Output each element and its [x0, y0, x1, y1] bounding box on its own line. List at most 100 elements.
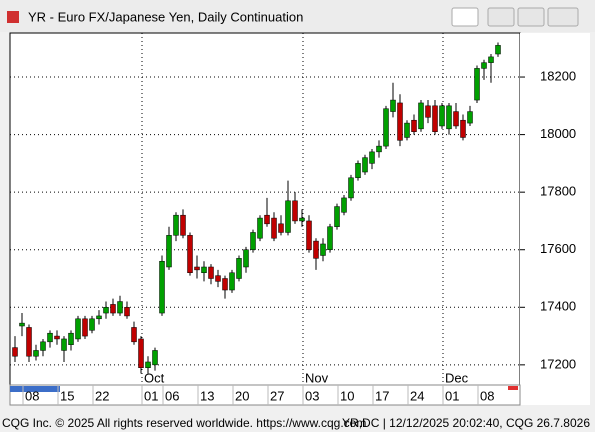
candle-body — [61, 338, 67, 351]
candle-body — [474, 68, 480, 101]
x-tick-label: 17 — [375, 388, 389, 403]
month-label: Dec — [445, 370, 469, 385]
candle-body — [404, 122, 410, 138]
minimize-button[interactable] — [487, 7, 515, 27]
x-tick-label: 08 — [480, 388, 494, 403]
candle-body — [397, 102, 403, 141]
candle-body — [229, 272, 235, 291]
candle-body — [110, 304, 116, 314]
candle-body — [453, 111, 459, 127]
candle-body — [236, 258, 242, 279]
candle-body — [40, 341, 46, 351]
x-tick-label: 27 — [270, 388, 284, 403]
candle-body — [334, 206, 340, 227]
candle-body — [481, 62, 487, 69]
candle-body — [215, 275, 221, 282]
candle-body — [96, 315, 102, 320]
candle-body — [313, 240, 319, 259]
month-label: Oct — [144, 370, 165, 385]
maximize-button[interactable] — [517, 7, 545, 27]
candle-body — [26, 327, 32, 357]
candle-body — [369, 151, 375, 164]
candle-body — [47, 332, 53, 343]
candle-body — [82, 318, 88, 337]
y-tick-label: 18000 — [540, 126, 576, 141]
candle-body — [320, 243, 326, 256]
x-tick-label: 15 — [60, 388, 74, 403]
candle-body — [180, 214, 186, 236]
candle-body — [208, 266, 214, 279]
scroll-thumb[interactable] — [10, 386, 60, 392]
candle-body — [152, 350, 158, 366]
candle-body — [75, 318, 81, 340]
x-tick-label: 22 — [95, 388, 109, 403]
candle-body — [460, 119, 466, 138]
candle-body — [376, 145, 382, 153]
plot-area — [9, 32, 521, 386]
candle-body — [439, 105, 445, 127]
candle-body — [348, 177, 354, 199]
candle-body — [68, 332, 74, 345]
footer-right: YR,DC | 12/12/2025 20:02:40, CQG 26.7.80… — [342, 416, 590, 430]
link-button[interactable] — [451, 7, 479, 27]
candle-body — [250, 232, 256, 250]
candle-body — [166, 235, 172, 268]
candle-body — [425, 105, 431, 118]
candle-body — [173, 214, 179, 236]
candle-body — [271, 217, 277, 239]
candle-body — [117, 301, 123, 314]
candle-body — [362, 157, 368, 173]
chart-title: YR - Euro FX/Japanese Yen, Daily Continu… — [28, 9, 303, 24]
candle-body — [411, 119, 417, 132]
candle-body — [488, 56, 494, 63]
app-icon — [7, 11, 19, 23]
candle-body — [19, 322, 25, 327]
candle-body — [124, 307, 130, 317]
close-button[interactable] — [547, 7, 579, 27]
x-tick-label: 01 — [144, 388, 158, 403]
month-label: Nov — [305, 370, 329, 385]
candle-body — [103, 307, 109, 314]
candle-body — [257, 217, 263, 239]
y-tick-label: 17800 — [540, 184, 576, 199]
candle-body — [467, 111, 473, 124]
candle-body — [187, 235, 193, 274]
candle-body — [383, 108, 389, 147]
candle-body — [54, 335, 60, 340]
candle-body — [145, 361, 151, 368]
candle-body — [12, 347, 18, 357]
x-tick-label: 10 — [340, 388, 354, 403]
y-tick-label: 17600 — [540, 241, 576, 256]
candle-body — [306, 220, 312, 250]
y-tick-label: 17400 — [540, 299, 576, 314]
candle-body — [355, 163, 361, 179]
x-axis-area — [9, 384, 521, 406]
x-tick-label: 08 — [25, 388, 39, 403]
candle-body — [432, 105, 438, 132]
footer-left: CQG Inc. © 2025 All rights reserved worl… — [2, 416, 366, 430]
candle-body — [341, 197, 347, 213]
candle-body — [138, 338, 144, 368]
candle-body — [278, 223, 284, 233]
x-tick-label: 13 — [200, 388, 214, 403]
candle-body — [33, 350, 39, 357]
candle-body — [446, 105, 452, 130]
scroll-end-marker — [508, 386, 518, 390]
candle-body — [264, 214, 270, 225]
y-tick-label: 18200 — [540, 68, 576, 83]
candle-body — [418, 102, 424, 130]
candle-body — [159, 260, 165, 314]
candle-body — [131, 327, 137, 343]
candle-body — [292, 200, 298, 222]
candle-body — [243, 249, 249, 268]
x-tick-label: 24 — [410, 388, 424, 403]
candle-body — [201, 266, 207, 274]
candle-body — [89, 318, 95, 331]
candle-body — [327, 226, 333, 250]
x-tick-label: 20 — [235, 388, 249, 403]
candle-body — [285, 200, 291, 233]
y-axis-area — [520, 33, 590, 405]
x-tick-label: 01 — [445, 388, 459, 403]
